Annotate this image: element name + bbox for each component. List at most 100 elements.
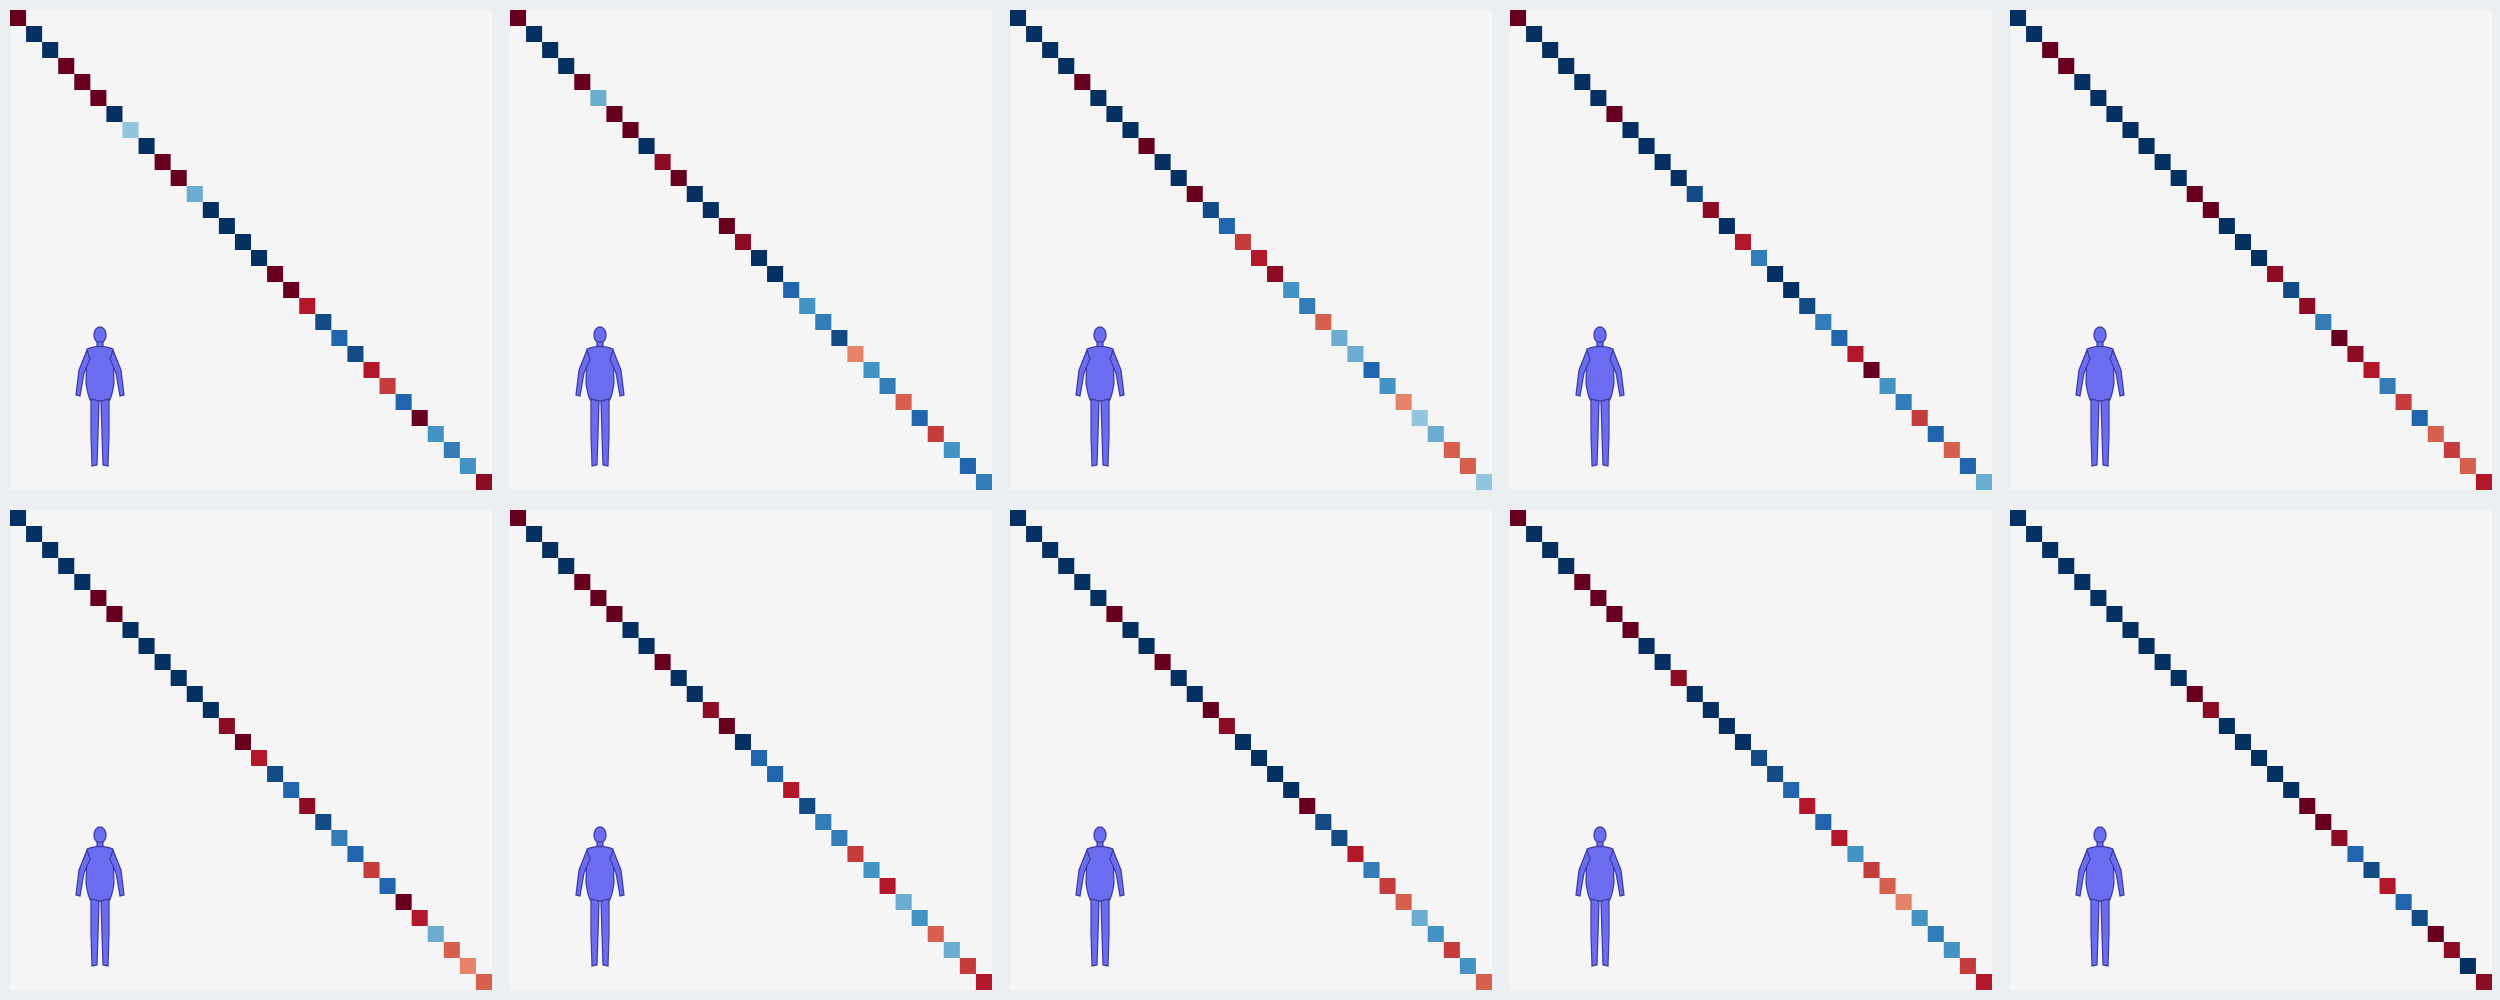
heatmap-cell [1170, 170, 1187, 186]
heatmap-cell [202, 202, 219, 218]
heatmap-cell [1783, 782, 1800, 798]
heatmap-cell [283, 782, 300, 798]
heatmap-cell [783, 282, 800, 298]
heatmap-cell [1879, 378, 1896, 394]
heatmap-cell [106, 606, 123, 622]
heatmap-cell [363, 362, 380, 378]
heatmap-cell [1459, 958, 1476, 974]
heatmap-cell [2315, 814, 2332, 830]
heatmap-cell [799, 298, 816, 314]
heatmap-cell [90, 590, 107, 606]
heatmap-cell [815, 814, 832, 830]
heatmap-cell [1186, 686, 1203, 702]
heatmap-cell [90, 90, 107, 106]
heatmap-cell [2379, 878, 2396, 894]
heatmap-cell [395, 894, 412, 910]
heatmap-cell [1090, 590, 1107, 606]
heatmap-cell [1767, 766, 1784, 782]
heatmap-cell [1670, 170, 1687, 186]
heatmap-cell [1959, 458, 1976, 474]
heatmap-cell [218, 718, 235, 734]
heatmap-cell [2411, 410, 2428, 426]
heatmap-cell [1315, 314, 1332, 330]
heatmap-cell [1122, 622, 1139, 638]
heatmap-cell [1510, 510, 1527, 526]
heatmap-cell [106, 106, 123, 122]
heatmap-cell [2363, 862, 2380, 878]
heatmap-cell [1218, 218, 1235, 234]
heatmap-cell [10, 510, 27, 526]
heatmap-cell [2170, 670, 2187, 686]
heatmap-cell [1895, 894, 1912, 910]
heatmap-cell [1283, 782, 1300, 798]
heatmap-cell [783, 782, 800, 798]
heatmap-cell [138, 638, 155, 654]
heatmap-cell [718, 218, 735, 234]
heatmap-cell [1799, 298, 1816, 314]
heatmap-cell [670, 670, 687, 686]
heatmap-cell [911, 410, 928, 426]
heatmap-cell [2315, 314, 2332, 330]
heatmap-cell [1186, 186, 1203, 202]
heatmap-cell [379, 378, 396, 394]
heatmap-cell [1654, 154, 1671, 170]
heatmap-cell [670, 170, 687, 186]
heatmap-cell [2251, 750, 2268, 766]
heatmap-cell [1558, 558, 1575, 574]
heatmap-cell [58, 58, 75, 74]
heatmap-cell [2090, 590, 2107, 606]
heatmap-cell [911, 910, 928, 926]
heatmap-cell [2042, 542, 2059, 558]
heatmap-cell [347, 346, 364, 362]
heatmap-cell [1558, 58, 1575, 74]
heatmap-cell [558, 58, 575, 74]
heatmap-cell [1251, 750, 1268, 766]
heatmap-cell [2283, 282, 2300, 298]
heatmap-cell [606, 606, 623, 622]
heatmap-cell [831, 330, 848, 346]
heatmap-cell [1042, 542, 1059, 558]
heatmap-cell [1542, 42, 1559, 58]
heatmap-cell [443, 942, 460, 958]
heatmap-cell [718, 718, 735, 734]
heatmap-cell [1074, 574, 1091, 590]
heatmap-cell [510, 510, 527, 526]
heatmap-cell [1638, 138, 1655, 154]
heatmap-cell [1911, 410, 1928, 426]
heatmap-cell [1395, 894, 1412, 910]
heatmap-cell [315, 814, 332, 830]
heatmap-cell [251, 750, 268, 766]
heatmap-cell [170, 170, 187, 186]
heatmap-cell [1606, 606, 1623, 622]
heatmap-cell [1090, 90, 1107, 106]
heatmap-cell [1606, 106, 1623, 122]
heatmap-cell [2347, 846, 2364, 862]
heatmap-cell [734, 234, 751, 250]
heatmap-cell [1718, 218, 1735, 234]
heatmap-cell [1170, 670, 1187, 686]
heatmap-cell [1347, 346, 1364, 362]
heatmap-cell [2170, 170, 2187, 186]
heatmap-cell [2010, 10, 2027, 26]
heatmap-cell [1959, 958, 1976, 974]
heatmap-cell [959, 458, 976, 474]
heatmap-cell [1475, 474, 1492, 490]
heatmap-cell [879, 378, 896, 394]
heatmap-cell [542, 542, 559, 558]
heatmap-cell [1202, 202, 1219, 218]
heatmap-cell [2331, 330, 2348, 346]
heatmap-cell [2074, 574, 2091, 590]
heatmap-cell [751, 750, 768, 766]
heatmap-cell [1895, 394, 1912, 410]
heatmap-cell [847, 346, 864, 362]
heatmap-cell [2347, 346, 2364, 362]
heatmap-cell [2363, 362, 2380, 378]
heatmap-cell [1074, 74, 1091, 90]
heatmap-cell [2459, 458, 2476, 474]
heatmap-cell [459, 458, 476, 474]
heatmap-cell [267, 766, 284, 782]
heatmap-cell [1363, 862, 1380, 878]
heatmap-cell [58, 558, 75, 574]
heatmap-cell [1026, 26, 1043, 42]
heatmap-cell [74, 74, 91, 90]
